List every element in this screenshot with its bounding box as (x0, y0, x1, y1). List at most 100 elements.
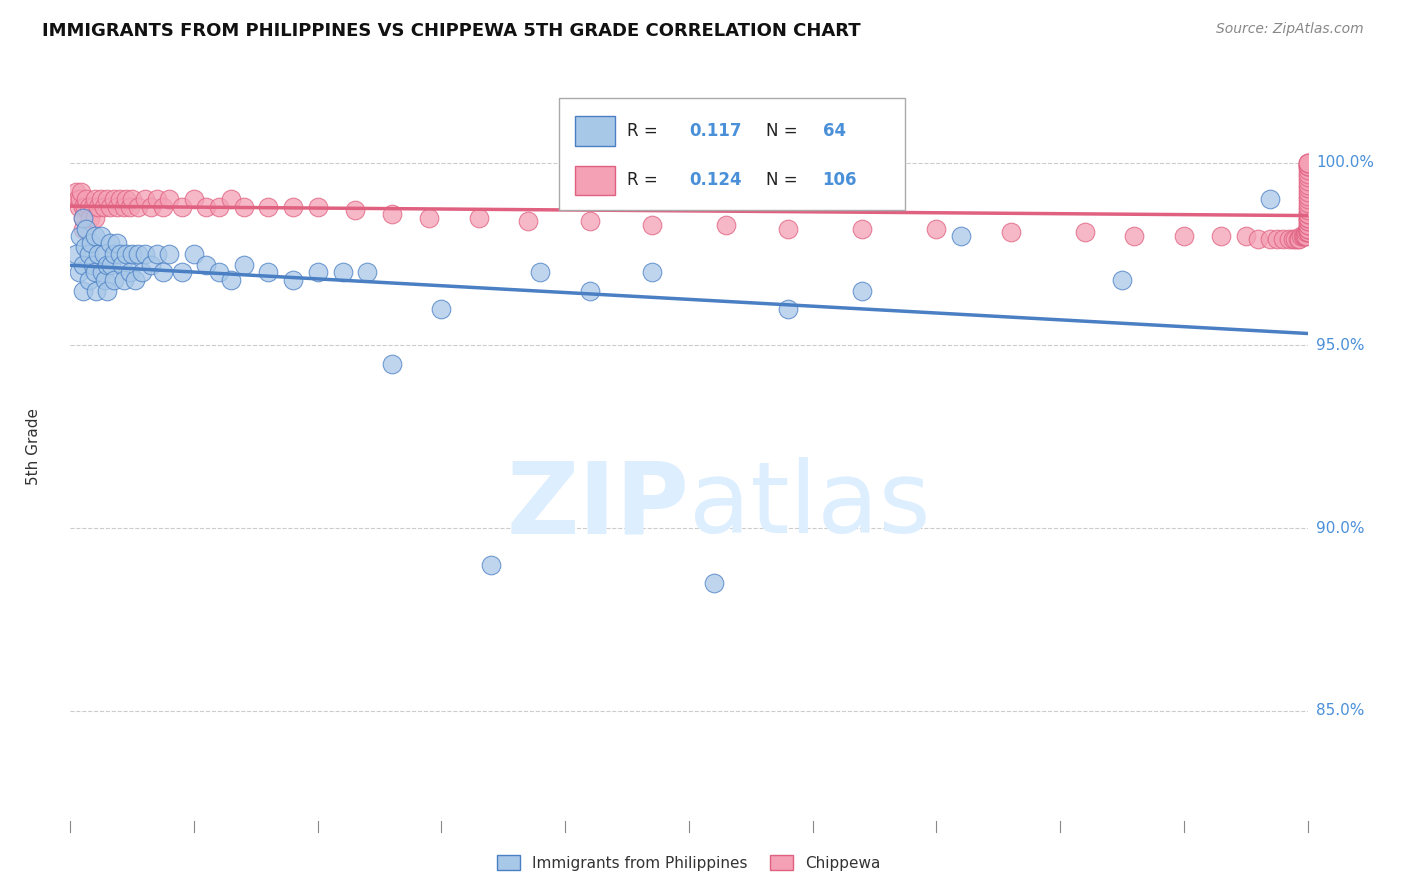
Text: 106: 106 (823, 171, 858, 189)
Point (98, 236, 121, 251)
Point (86, 247, 108, 261)
Point (67, 265, 90, 279)
Point (66, 192, 89, 206)
Point (579, 284, 602, 298)
Point (1296, 196, 1319, 211)
Point (281, 273, 304, 287)
Point (79, 211, 101, 225)
Point (381, 357, 404, 371)
Point (115, 192, 138, 206)
Point (183, 192, 205, 206)
Point (257, 265, 280, 279)
Point (219, 192, 242, 206)
Point (1296, 160, 1319, 174)
Point (127, 200, 149, 214)
Point (1296, 160, 1319, 174)
Point (529, 265, 551, 279)
Point (219, 273, 242, 287)
Point (418, 211, 440, 225)
Point (139, 258, 162, 272)
Point (703, 576, 725, 591)
Text: R =: R = (627, 171, 658, 189)
Point (72, 200, 94, 214)
Point (1291, 228, 1313, 243)
Point (714, 218, 737, 232)
Point (1296, 225, 1319, 239)
Point (134, 192, 156, 206)
Point (1296, 200, 1319, 214)
Point (1296, 203, 1319, 218)
FancyBboxPatch shape (575, 166, 614, 195)
Point (118, 265, 141, 279)
Text: 85.0%: 85.0% (1316, 704, 1364, 718)
Point (1123, 228, 1146, 243)
Text: N =: N = (766, 121, 797, 140)
Point (82, 258, 104, 272)
Point (170, 265, 193, 279)
Point (232, 200, 254, 214)
Point (307, 265, 329, 279)
Point (467, 211, 489, 225)
Point (105, 236, 128, 251)
Point (100, 258, 122, 272)
Point (152, 200, 174, 214)
Legend: Immigrants from Philippines, Chippewa: Immigrants from Philippines, Chippewa (491, 848, 887, 877)
Point (950, 228, 973, 243)
Point (77, 273, 100, 287)
Point (1296, 155, 1319, 169)
Point (1209, 228, 1232, 243)
Point (118, 200, 141, 214)
Point (77, 247, 100, 261)
Text: 0.117: 0.117 (689, 121, 741, 140)
Point (1234, 228, 1257, 243)
Point (1296, 170, 1319, 185)
Point (75, 240, 97, 254)
Point (67, 200, 90, 214)
Point (70, 185, 93, 199)
Point (108, 247, 131, 261)
Point (1296, 221, 1319, 235)
Point (65, 247, 87, 261)
Point (1296, 225, 1319, 239)
Text: Source: ZipAtlas.com: Source: ZipAtlas.com (1216, 22, 1364, 37)
FancyBboxPatch shape (560, 97, 905, 210)
Point (1296, 174, 1319, 188)
Point (121, 247, 143, 261)
Point (332, 265, 354, 279)
Point (157, 247, 180, 261)
Point (146, 192, 169, 206)
Point (381, 207, 404, 221)
Text: 5th Grade: 5th Grade (25, 408, 41, 484)
Point (1296, 225, 1319, 239)
Point (1296, 218, 1319, 232)
Point (112, 273, 135, 287)
Point (84, 192, 107, 206)
Point (1111, 273, 1133, 287)
Point (72, 211, 94, 225)
Point (96, 258, 118, 272)
Point (1260, 192, 1282, 206)
Point (105, 200, 128, 214)
Point (641, 265, 664, 279)
Point (430, 301, 453, 316)
Point (139, 200, 162, 214)
Point (1296, 163, 1319, 178)
Point (72, 258, 94, 272)
Point (1265, 232, 1288, 246)
Point (75, 192, 97, 206)
Point (479, 558, 502, 572)
Point (111, 258, 134, 272)
Point (195, 200, 218, 214)
Text: 64: 64 (823, 121, 845, 140)
Point (776, 301, 799, 316)
Point (1291, 228, 1313, 243)
Point (208, 265, 231, 279)
Point (82, 200, 104, 214)
Point (170, 200, 193, 214)
Point (98, 200, 121, 214)
Point (776, 221, 799, 235)
Point (131, 265, 153, 279)
Point (84, 265, 107, 279)
Point (84, 228, 107, 243)
Point (1074, 225, 1097, 239)
